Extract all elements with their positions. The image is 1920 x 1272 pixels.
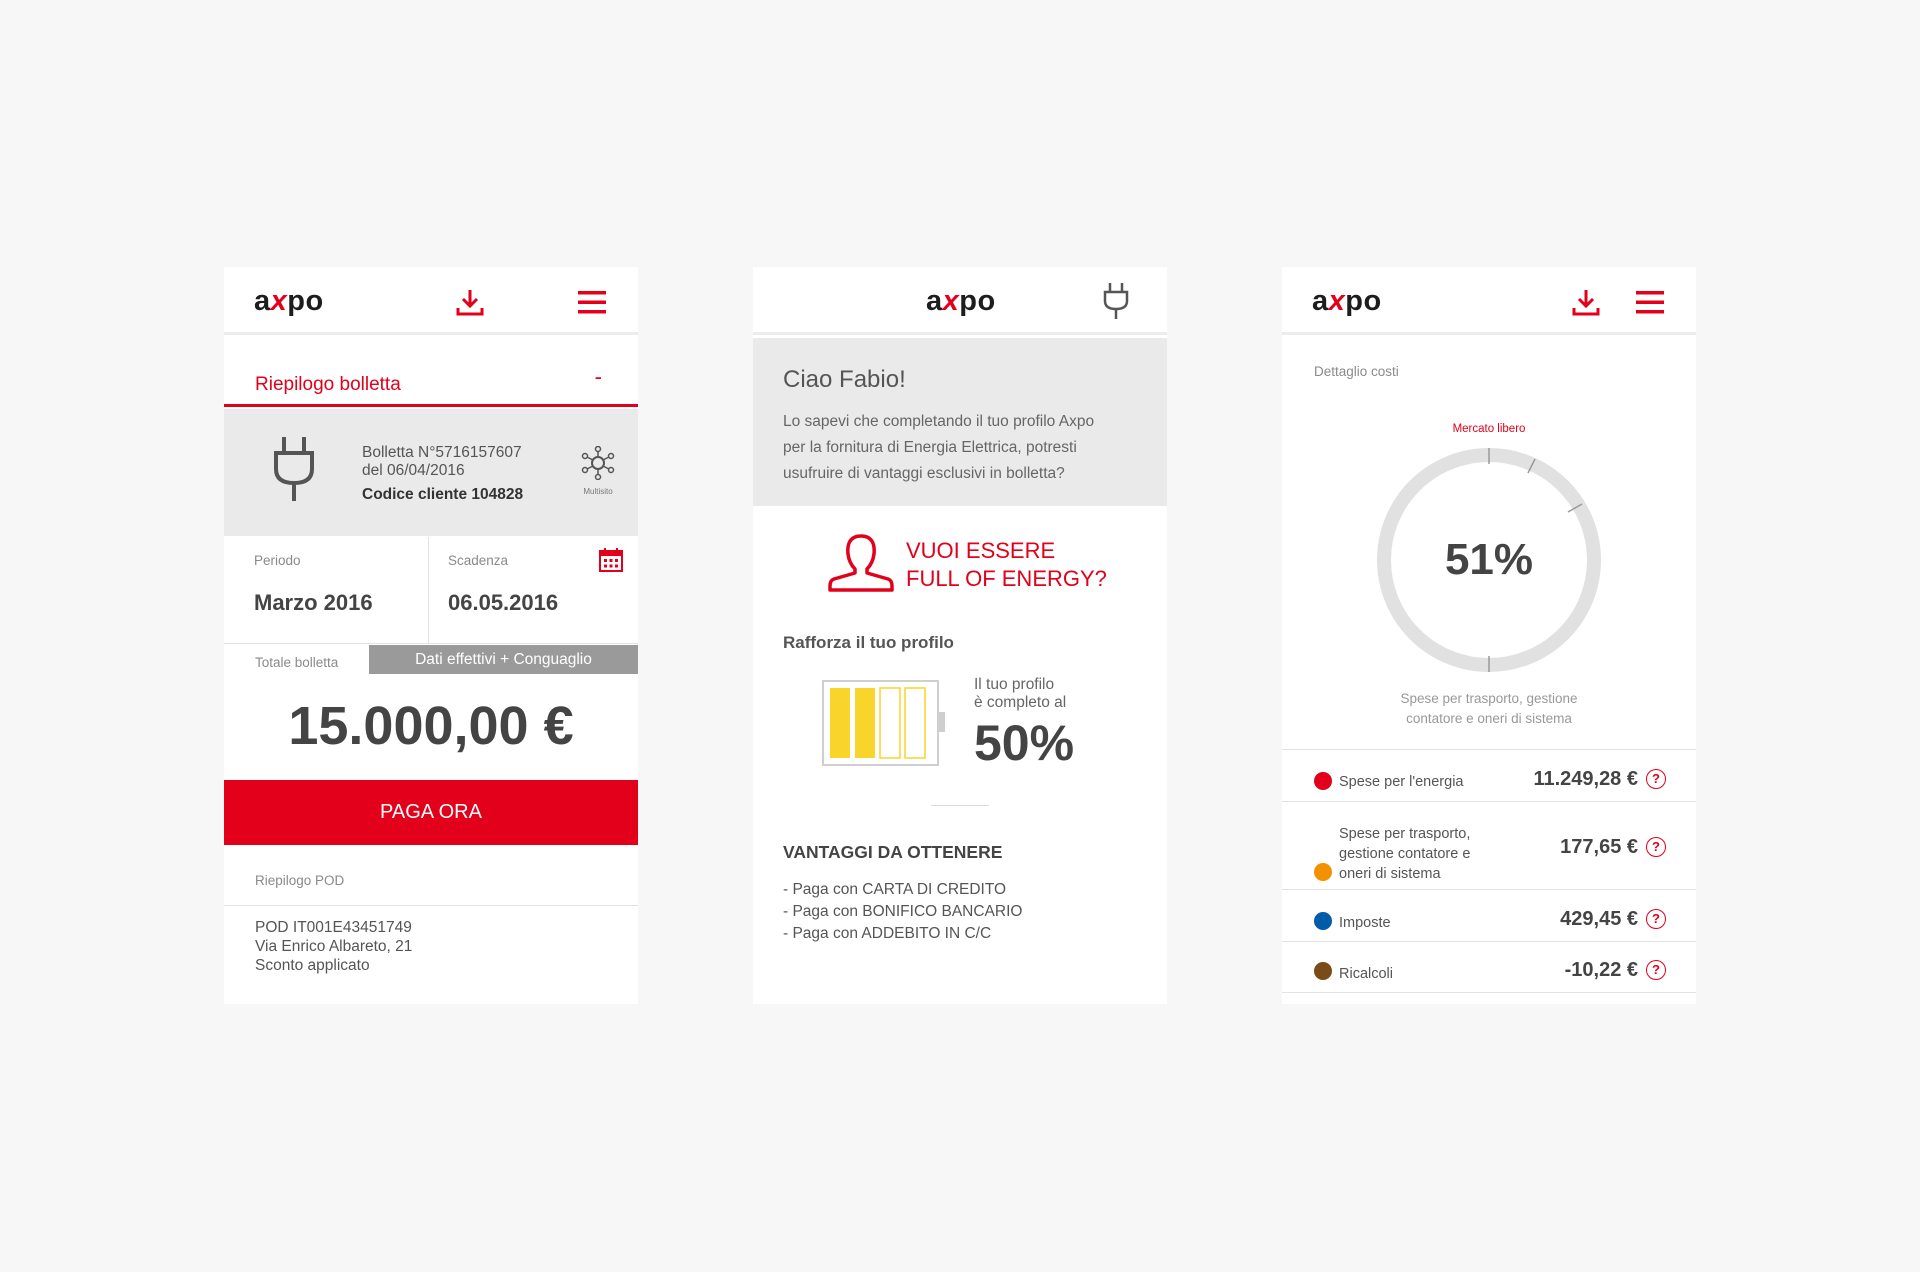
- legend-dot-orange: [1314, 863, 1332, 881]
- axpo-logo[interactable]: axpo: [926, 285, 996, 317]
- cost-value: 11.249,28 €: [1533, 768, 1638, 790]
- collapse-toggle[interactable]: -: [594, 364, 602, 389]
- cost-label: Imposte: [1339, 915, 1391, 931]
- cost-label-line-3: oneri di sistema: [1339, 866, 1441, 882]
- axpo-logo[interactable]: axpo: [254, 285, 324, 317]
- donut-percent: 51%: [1444, 535, 1534, 584]
- hamburger-menu-icon[interactable]: [1634, 286, 1666, 318]
- top-bar: axpo: [224, 267, 638, 335]
- multisite-icon: [581, 445, 615, 481]
- bill-date: del 06/04/2016: [362, 462, 465, 479]
- download-icon[interactable]: [1570, 286, 1602, 318]
- cost-value: 429,45 €: [1560, 908, 1638, 930]
- pay-now-button[interactable]: PAGA ORA: [224, 780, 638, 845]
- due-date-label: Scadenza: [448, 553, 509, 568]
- cost-detail-label: Dettaglio costi: [1314, 364, 1399, 379]
- user-profile-icon: [828, 534, 894, 592]
- benefit-item: - Paga con BONIFICO BANCARIO: [783, 903, 1023, 920]
- bill-summary-screen: axpo Riepilogo bolletta - Bolletta N°571…: [224, 267, 638, 1004]
- benefits-title: VANTAGGI DA OTTENERE: [783, 842, 1003, 862]
- period-label: Periodo: [254, 553, 301, 568]
- pod-discount: Sconto applicato: [255, 957, 370, 974]
- cost-label: Spese per l'energia: [1339, 774, 1464, 790]
- donut-caption-line-1: Spese per trasporto, gestione: [1400, 691, 1578, 706]
- market-label: Mercato libero: [1452, 423, 1526, 435]
- help-question-icon[interactable]: ?: [1646, 960, 1666, 980]
- cost-row-recalculations[interactable]: Ricalcoli -10,22 € ?: [1282, 941, 1696, 993]
- cost-label-line-1: Spese per trasporto,: [1339, 826, 1471, 842]
- multisite-label: Multisito: [583, 487, 613, 496]
- due-date-cell: Scadenza 06.05.2016: [430, 537, 638, 643]
- total-amount: 15.000,00 €: [288, 696, 574, 756]
- cost-value: -10,22 €: [1564, 959, 1638, 981]
- axpo-logo[interactable]: axpo: [1312, 285, 1382, 317]
- intro-line-2: per la fornitura di Energia Elettrica, p…: [783, 439, 1077, 456]
- intro-line-3: usufruire di vantaggi esclusivi in bolle…: [783, 465, 1065, 482]
- help-question-icon[interactable]: ?: [1646, 837, 1666, 857]
- donut-caption-line-2: contatore e oneri di sistema: [1406, 711, 1572, 726]
- cost-label: Ricalcoli: [1339, 966, 1393, 982]
- banner-line-1: VUOI ESSERE: [906, 538, 1056, 563]
- pod-code: POD IT001E43451749: [255, 919, 412, 936]
- period-value: Marzo 2016: [254, 590, 373, 615]
- profile-percent: 50%: [974, 715, 1075, 771]
- bill-number: Bolletta N°5716157607: [362, 444, 522, 461]
- period-cell: Periodo Marzo 2016: [224, 537, 429, 643]
- pod-summary-header: Riepilogo POD: [224, 845, 638, 906]
- greeting: Ciao Fabio!: [783, 366, 906, 393]
- cost-label-line-2: gestione contatore e: [1339, 846, 1471, 862]
- legend-dot-red: [1314, 772, 1332, 790]
- calendar-icon[interactable]: [598, 547, 624, 578]
- bill-info-card: Bolletta N°5716157607 del 06/04/2016 Cod…: [224, 409, 638, 536]
- download-icon[interactable]: [454, 286, 486, 318]
- total-label: Totale bolletta: [255, 655, 339, 670]
- bill-total: Totale bolletta Dati effettivi + Conguag…: [224, 645, 638, 756]
- profile-screen: axpo Ciao Fabio! Lo sapevi che completan…: [753, 267, 1167, 1004]
- top-bar: axpo: [1282, 267, 1696, 335]
- cost-row-energy[interactable]: Spese per l'energia 11.249,28 € ?: [1282, 749, 1696, 801]
- section-title: Riepilogo bolletta: [255, 374, 401, 395]
- strengthen-profile-title: Rafforza il tuo profilo: [783, 633, 954, 652]
- banner-line-2: FULL OF ENERGY?: [906, 566, 1107, 591]
- bill-dates: Periodo Marzo 2016 Scadenza 06.05.2016: [224, 537, 638, 644]
- plug-icon[interactable]: [1103, 282, 1135, 319]
- pod-details: POD IT001E43451749 Via Enrico Albareto, …: [224, 907, 638, 1004]
- divider: [931, 805, 989, 806]
- cost-row-transport[interactable]: Spese per trasporto, gestione contatore …: [1282, 801, 1696, 889]
- battery-icon: [822, 680, 946, 771]
- benefit-item: - Paga con CARTA DI CREDITO: [783, 881, 1007, 898]
- legend-dot-brown: [1314, 962, 1332, 980]
- total-tag: Dati effettivi + Conguaglio: [369, 645, 638, 674]
- help-question-icon[interactable]: ?: [1646, 909, 1666, 929]
- plug-icon: [272, 435, 316, 510]
- intro-line-1: Lo sapevi che completando il tuo profilo…: [783, 413, 1095, 430]
- cost-row-taxes[interactable]: Imposte 429,45 € ?: [1282, 889, 1696, 941]
- due-date-value: 06.05.2016: [448, 590, 559, 615]
- help-question-icon[interactable]: ?: [1646, 769, 1666, 789]
- legend-dot-blue: [1314, 912, 1332, 930]
- top-bar: axpo: [753, 267, 1167, 335]
- benefit-item: - Paga con ADDEBITO IN C/C: [783, 925, 992, 942]
- hamburger-menu-icon[interactable]: [576, 286, 608, 318]
- customer-code: Codice cliente 104828: [362, 486, 524, 503]
- profile-text-line-2: è completo al: [974, 694, 1067, 711]
- multisite-button[interactable]: Multisito: [579, 445, 617, 496]
- pod-section-label: Riepilogo POD: [255, 873, 345, 888]
- profile-text-line-1: Il tuo profilo: [974, 676, 1055, 693]
- full-of-energy-banner[interactable]: VUOI ESSERE FULL OF ENERGY?: [828, 532, 1107, 599]
- cost-detail-screen: axpo Dettaglio costi Mercato libero 51% …: [1282, 267, 1696, 1004]
- cost-donut-chart[interactable]: [1373, 444, 1605, 681]
- cost-value: 177,65 €: [1560, 836, 1638, 858]
- bill-summary-header[interactable]: Riepilogo bolletta -: [224, 338, 638, 407]
- welcome-card: Ciao Fabio! Lo sapevi che completando il…: [753, 338, 1167, 506]
- pod-address: Via Enrico Albareto, 21: [255, 938, 413, 955]
